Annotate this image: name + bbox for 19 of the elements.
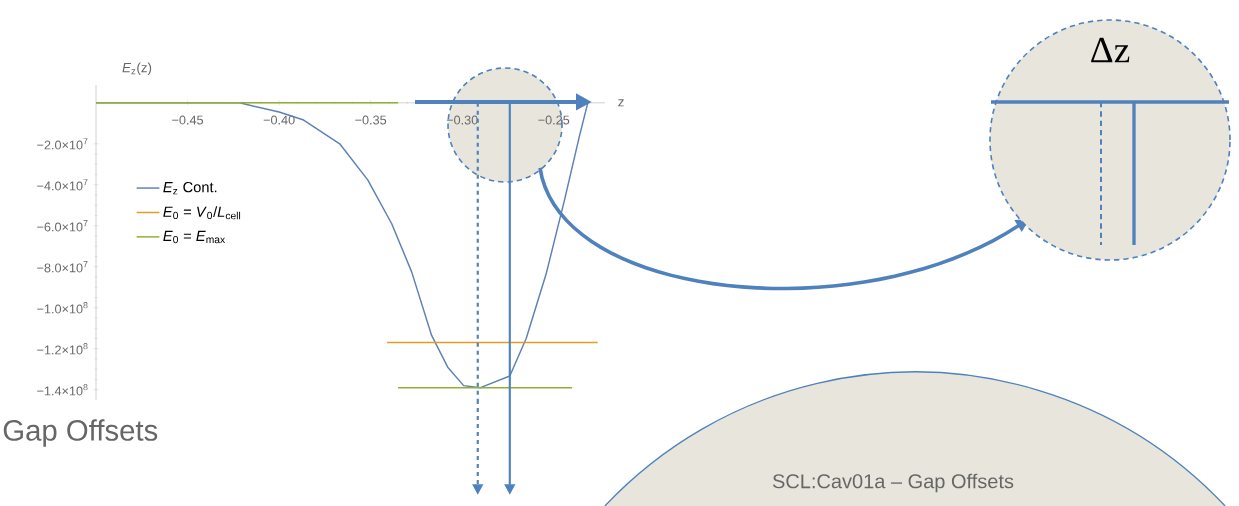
x-tick-label: −0.40 [263,115,295,125]
x-tick-label: −0.35 [355,115,387,125]
legend-label: E$_{0}$ = E$_{max}$ [163,230,226,244]
y-axis-title: E$_{z}$(z) [122,62,152,75]
y-tick-label: −6.0×10$^{7}$ [37,220,88,232]
y-tick-label: −8.0×10$^{7}$ [37,261,88,273]
legend-label: E$_{0}$ = V$_{0}$/L$_{cell}$ [163,206,241,220]
x-tick-label: −0.25 [538,115,570,125]
text: Δz [1091,37,1130,63]
y-tick-label: −4.0×10$^{7}$ [37,179,88,191]
y-tick-label: −1.4×10$^{8}$ [37,384,88,396]
x-axis-title: z [618,99,624,107]
legend-label: E$_{z}$ Cont. [163,181,217,195]
text: Gap Offsets [3,419,158,447]
y-tick-label: −1.2×10$^{8}$ [37,343,88,355]
x-tick-label: −0.45 [172,115,204,125]
text: SCL:Cav01a – Gap Offsets [772,473,1014,493]
y-tick-label: −2.0×10$^{7}$ [37,138,88,150]
y-tick-label: −1.0×10$^{8}$ [37,302,88,314]
